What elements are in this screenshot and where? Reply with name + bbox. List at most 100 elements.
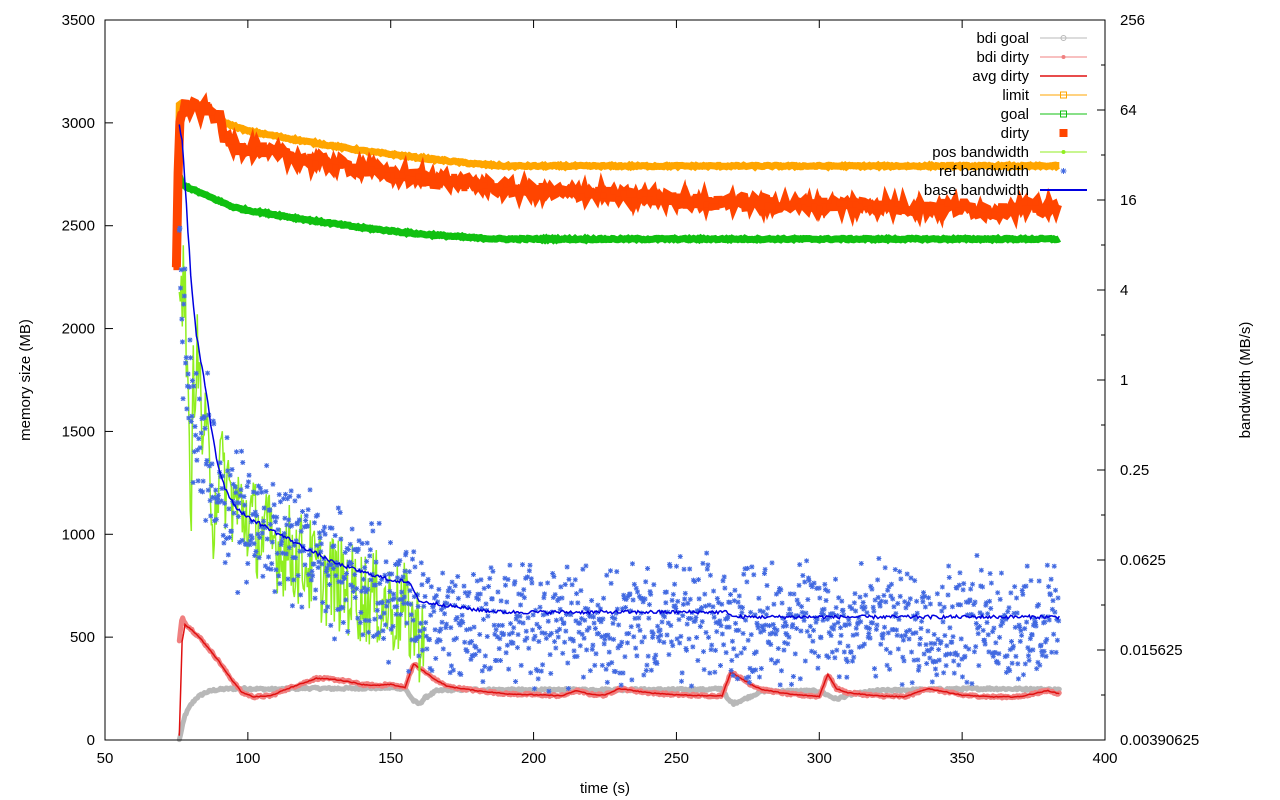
ref-bandwidth-point bbox=[487, 665, 493, 671]
ref-bandwidth-point bbox=[497, 657, 503, 663]
ref-bandwidth-point bbox=[517, 613, 523, 619]
dirty-point bbox=[610, 188, 617, 195]
ref-bandwidth-point bbox=[968, 586, 974, 592]
ref-bandwidth-point bbox=[521, 587, 527, 593]
limit-line bbox=[172, 99, 1060, 268]
ref-bandwidth-point bbox=[856, 644, 862, 650]
ref-bandwidth-point bbox=[1046, 617, 1052, 623]
ref-bandwidth-point bbox=[221, 540, 227, 546]
dirty-point bbox=[836, 200, 843, 207]
ref-bandwidth-point bbox=[621, 596, 627, 602]
ref-bandwidth-point bbox=[781, 647, 787, 653]
ref-bandwidth-point bbox=[434, 639, 440, 645]
ref-bandwidth-point bbox=[411, 549, 417, 555]
ref-bandwidth-point bbox=[506, 666, 512, 672]
dirty-point bbox=[559, 189, 566, 196]
ref-bandwidth-point bbox=[623, 596, 629, 602]
dirty-point bbox=[250, 151, 257, 158]
ref-bandwidth-point bbox=[635, 623, 641, 629]
ref-bandwidth-point bbox=[1033, 623, 1039, 629]
ref-bandwidth-point bbox=[582, 617, 588, 623]
ref-bandwidth-point bbox=[1006, 605, 1012, 611]
y2-tick-label: 0.00390625 bbox=[1120, 732, 1199, 749]
ref-bandwidth-point bbox=[507, 562, 513, 568]
ref-bandwidth-point bbox=[204, 457, 210, 463]
ref-bandwidth-point bbox=[377, 581, 383, 587]
ref-bandwidth-point bbox=[675, 598, 681, 604]
ref-bandwidth-point bbox=[250, 512, 256, 518]
ref-bandwidth-point bbox=[269, 561, 275, 567]
ref-bandwidth-point bbox=[346, 561, 352, 567]
ref-bandwidth-point bbox=[355, 615, 361, 621]
ref-bandwidth-point bbox=[895, 646, 901, 652]
ref-bandwidth-point bbox=[919, 618, 925, 624]
dirty-point bbox=[641, 190, 648, 197]
ref-bandwidth-point bbox=[1007, 647, 1013, 653]
ref-bandwidth-point bbox=[771, 601, 777, 607]
dirty-point bbox=[795, 203, 802, 210]
ref-bandwidth-point bbox=[317, 535, 323, 541]
ref-bandwidth-point bbox=[956, 662, 962, 668]
ref-bandwidth-point bbox=[735, 599, 741, 605]
dirty-point bbox=[626, 197, 632, 204]
ref-bandwidth-point bbox=[974, 553, 980, 559]
dirty-point bbox=[1042, 204, 1049, 211]
ref-bandwidth-point bbox=[296, 493, 302, 499]
ref-bandwidth-point bbox=[976, 623, 982, 629]
ref-bandwidth-point bbox=[995, 660, 1001, 666]
ref-bandwidth-point bbox=[525, 615, 531, 621]
ref-bandwidth-point bbox=[794, 625, 800, 631]
dirty-point bbox=[332, 164, 339, 171]
dirty-point bbox=[749, 199, 756, 206]
ref-bandwidth-point bbox=[303, 518, 309, 524]
ref-bandwidth-point bbox=[223, 523, 229, 529]
ref-bandwidth-point bbox=[729, 638, 735, 644]
ref-bandwidth-point bbox=[809, 648, 815, 654]
ref-bandwidth-point bbox=[415, 592, 421, 598]
dirty-point bbox=[615, 196, 622, 203]
ref-bandwidth-point bbox=[637, 627, 643, 633]
ref-bandwidth-point bbox=[442, 611, 448, 617]
ref-bandwidth-point bbox=[677, 640, 683, 646]
ref-bandwidth-point bbox=[188, 418, 194, 424]
ref-bandwidth-point bbox=[790, 674, 796, 680]
ref-bandwidth-point bbox=[1044, 562, 1050, 568]
ref-bandwidth-point bbox=[415, 603, 421, 609]
ref-bandwidth-point bbox=[1013, 653, 1019, 659]
ref-bandwidth-point bbox=[465, 604, 471, 610]
ref-bandwidth-point bbox=[178, 285, 184, 291]
ref-bandwidth-point bbox=[540, 662, 546, 668]
ref-bandwidth-point bbox=[780, 615, 786, 621]
ref-bandwidth-point bbox=[462, 590, 468, 596]
ref-bandwidth-point bbox=[436, 586, 442, 592]
ref-bandwidth-point bbox=[553, 645, 559, 651]
dirty-point bbox=[404, 169, 411, 176]
ref-bandwidth-point bbox=[883, 646, 889, 652]
ref-bandwidth-point bbox=[284, 496, 290, 502]
ref-bandwidth-point bbox=[694, 634, 700, 640]
ref-bandwidth-point bbox=[504, 642, 510, 648]
ref-bandwidth-point bbox=[862, 604, 868, 610]
ref-bandwidth-point bbox=[706, 634, 712, 640]
ref-bandwidth-point bbox=[452, 602, 458, 608]
ref-bandwidth-point bbox=[447, 670, 453, 676]
ref-bandwidth-point bbox=[301, 548, 307, 554]
ref-bandwidth-point bbox=[906, 636, 912, 642]
ref-bandwidth-point bbox=[312, 595, 318, 601]
ref-bandwidth-point bbox=[748, 609, 754, 615]
ref-bandwidth-point bbox=[222, 560, 228, 566]
ref-bandwidth-point bbox=[401, 600, 407, 606]
ref-bandwidth-point bbox=[717, 618, 723, 624]
ref-bandwidth-point bbox=[1001, 614, 1007, 620]
ref-bandwidth-point bbox=[843, 656, 849, 662]
ref-bandwidth-point bbox=[582, 605, 588, 611]
ref-bandwidth-point bbox=[631, 634, 637, 640]
ref-bandwidth-point bbox=[997, 596, 1003, 602]
ref-bandwidth-point bbox=[960, 587, 966, 593]
ref-bandwidth-point bbox=[644, 662, 650, 668]
ref-bandwidth-point bbox=[440, 570, 446, 576]
ref-bandwidth-point bbox=[733, 620, 739, 626]
ref-bandwidth-point bbox=[633, 585, 639, 591]
ref-bandwidth-point bbox=[935, 636, 941, 642]
ref-bandwidth-point bbox=[511, 625, 517, 631]
